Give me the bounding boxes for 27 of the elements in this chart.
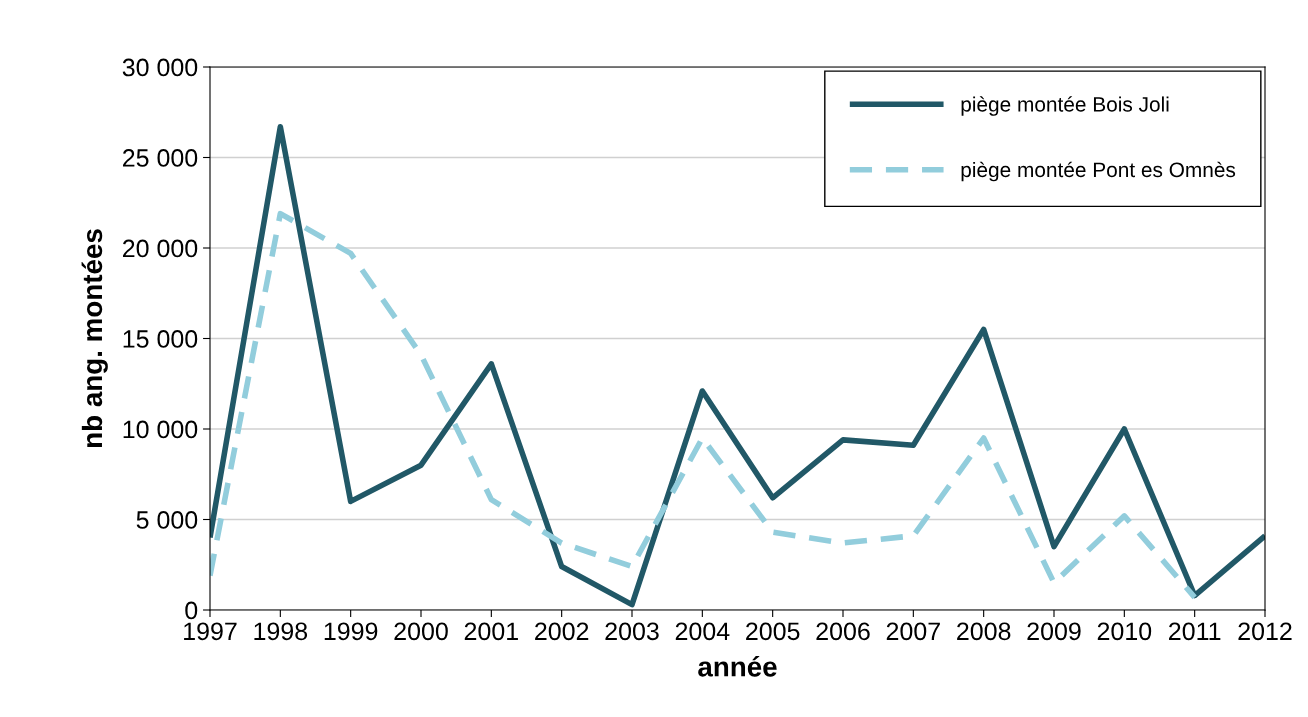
x-tick-label: 1998 bbox=[254, 622, 308, 641]
x-tick-label: 2005 bbox=[746, 622, 800, 641]
y-axis-title: nb ang. montées bbox=[81, 229, 108, 448]
x-tick-label: 2001 bbox=[464, 622, 518, 641]
x-tick-label: 2010 bbox=[1097, 622, 1152, 641]
x-tick-label: 2006 bbox=[816, 622, 870, 641]
x-tick-label: 2011 bbox=[1169, 622, 1221, 641]
x-tick-label: 1999 bbox=[324, 622, 378, 641]
y-tick-label: 20 000 bbox=[123, 239, 198, 258]
y-tick-label: 10 000 bbox=[123, 420, 198, 439]
x-tick-label: 2009 bbox=[1027, 622, 1081, 641]
x-tick-label: 2007 bbox=[886, 622, 940, 641]
x-tick-label: 2004 bbox=[675, 622, 730, 641]
x-tick-label: 2003 bbox=[605, 622, 659, 641]
x-tick-label: 2012 bbox=[1238, 622, 1292, 641]
y-tick-label: 30 000 bbox=[122, 58, 198, 77]
x-tick-label: 1997 bbox=[184, 622, 237, 641]
legend-label: piège montée Pont es Omnès bbox=[961, 161, 1236, 182]
y-tick-label: 5 000 bbox=[136, 511, 198, 529]
x-tick-label: 2008 bbox=[957, 622, 1011, 641]
x-tick-label: 2002 bbox=[535, 622, 589, 641]
x-axis-title: année bbox=[698, 655, 777, 677]
y-tick-label: 25 000 bbox=[123, 149, 198, 167]
x-tick-label: 2000 bbox=[394, 622, 448, 641]
legend-label: piège montée Bois Joli bbox=[961, 96, 1169, 116]
y-tick-label: 15 000 bbox=[123, 330, 198, 348]
y-tick-label: 0 bbox=[185, 601, 198, 620]
